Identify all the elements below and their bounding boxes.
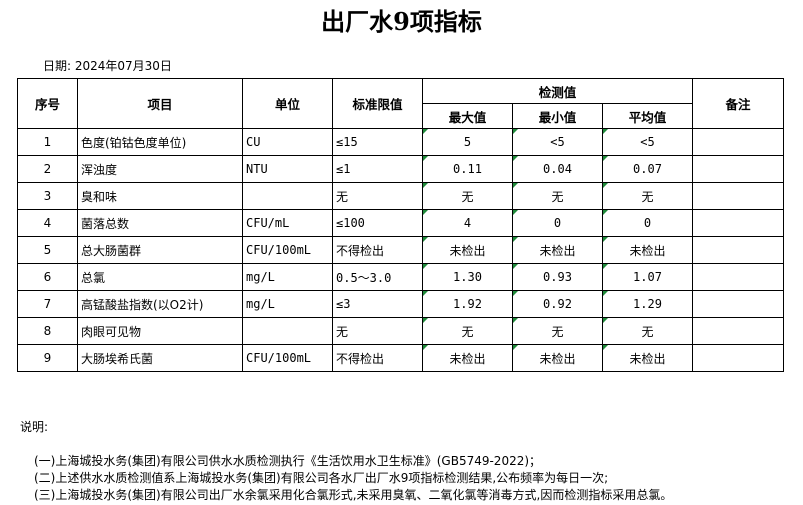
cell-min: <5 <box>512 128 603 156</box>
cell-avg: 未检出 <box>602 236 693 264</box>
cell-avg: 0 <box>602 209 693 237</box>
cell-avg: 1.07 <box>602 263 693 291</box>
page-title: 出厂水9项指标 <box>321 7 482 36</box>
cell-item: 臭和味 <box>77 182 243 210</box>
header-unit: 单位 <box>242 78 333 129</box>
cell-min: 0.93 <box>512 263 603 291</box>
cell-limit: 不得检出 <box>332 344 423 372</box>
cell-no: 5 <box>17 236 78 264</box>
cell-no: 1 <box>17 128 78 156</box>
table-row: 3 臭和味无无无无 <box>17 182 784 210</box>
cell-remark <box>692 317 784 345</box>
cell-remark <box>692 344 784 372</box>
report-date: 日期: 2024年07月30日 <box>43 59 172 73</box>
cell-max: 无 <box>422 317 513 345</box>
header-remark: 备注 <box>692 78 784 129</box>
cell-unit <box>242 317 333 345</box>
table-row: 7 高锰酸盐指数(以O2计) mg/L ≤3 1.92 0.92 1.29 <box>17 290 784 318</box>
cell-remark <box>692 209 784 237</box>
cell-avg: <5 <box>602 128 693 156</box>
header-min: 最小值 <box>512 103 603 129</box>
header-item: 项目 <box>77 78 243 129</box>
cell-min: 未检出 <box>512 236 603 264</box>
cell-max: 5 <box>422 128 513 156</box>
table-row: 6 总氯 mg/L 0.5～3.0 1.30 0.93 1.07 <box>17 263 784 291</box>
cell-item: 总大肠菌群 <box>77 236 243 264</box>
notes-label: 说明: <box>20 420 49 434</box>
cell-unit: NTU <box>242 155 333 183</box>
cell-min: 未检出 <box>512 344 603 372</box>
cell-avg: 无 <box>602 317 693 345</box>
header-no: 序号 <box>17 78 78 129</box>
table-row: 5 总大肠菌群 CFU/100mL 不得检出 未检出 未检出 未检出 <box>17 236 784 264</box>
cell-unit: mg/L <box>242 263 333 291</box>
cell-item: 高锰酸盐指数(以O2计) <box>77 290 243 318</box>
cell-avg: 无 <box>602 182 693 210</box>
cell-max: 1.92 <box>422 290 513 318</box>
cell-unit: CU <box>242 128 333 156</box>
cell-limit: 0.5～3.0 <box>332 263 423 291</box>
cell-remark <box>692 128 784 156</box>
cell-no: 3 <box>17 182 78 210</box>
note-line: (一)上海城投水务(集团)有限公司供水水质检测执行《生活饮用水卫生标准》(GB5… <box>34 454 542 468</box>
cell-no: 6 <box>17 263 78 291</box>
cell-min: 无 <box>512 317 603 345</box>
table-row: 2 浑浊度 NTU ≤1 0.11 0.04 0.07 <box>17 155 784 183</box>
cell-avg: 0.07 <box>602 155 693 183</box>
cell-max: 4 <box>422 209 513 237</box>
header-max: 最大值 <box>422 103 513 129</box>
cell-no: 4 <box>17 209 78 237</box>
cell-max: 未检出 <box>422 344 513 372</box>
cell-limit: 无 <box>332 317 423 345</box>
cell-unit: CFU/mL <box>242 209 333 237</box>
cell-unit: CFU/100mL <box>242 236 333 264</box>
cell-item: 肉眼可见物 <box>77 317 243 345</box>
cell-no: 2 <box>17 155 78 183</box>
cell-max: 0.11 <box>422 155 513 183</box>
notes: 说明: (一)上海城投水务(集团)有限公司供水水质检测执行《生活饮用水卫生标准》… <box>20 419 672 504</box>
table-row: 1 色度(铂钴色度单位) CU ≤15 5 <5 <5 <box>17 128 784 156</box>
water-quality-table: 序号 项目 单位 标准限值 检测值 备注 最大值 最小值 平均值 1 色度(铂钴色… <box>17 78 784 372</box>
cell-no: 7 <box>17 290 78 318</box>
cell-remark <box>692 236 784 264</box>
note-line: (二)上述供水水质检测值系上海城投水务(集团)有限公司各水厂出厂水9项指标检测结… <box>34 471 609 485</box>
cell-max: 未检出 <box>422 236 513 264</box>
cell-min: 0.92 <box>512 290 603 318</box>
table-row: 9 大肠埃希氏菌 CFU/100mL 不得检出 未检出 未检出 未检出 <box>17 344 784 372</box>
cell-avg: 1.29 <box>602 290 693 318</box>
table-row: 8 肉眼可见物无无无无 <box>17 317 784 345</box>
cell-no: 8 <box>17 317 78 345</box>
cell-no: 9 <box>17 344 78 372</box>
cell-max: 无 <box>422 182 513 210</box>
cell-remark <box>692 155 784 183</box>
cell-limit: 无 <box>332 182 423 210</box>
cell-item: 总氯 <box>77 263 243 291</box>
cell-remark <box>692 263 784 291</box>
table-row: 4 菌落总数 CFU/mL ≤100 4 0 0 <box>17 209 784 237</box>
cell-min: 无 <box>512 182 603 210</box>
cell-min: 0 <box>512 209 603 237</box>
cell-avg: 未检出 <box>602 344 693 372</box>
cell-unit <box>242 182 333 210</box>
cell-unit: mg/L <box>242 290 333 318</box>
cell-item: 色度(铂钴色度单位) <box>77 128 243 156</box>
cell-limit: 不得检出 <box>332 236 423 264</box>
cell-remark <box>692 290 784 318</box>
cell-limit: ≤15 <box>332 128 423 156</box>
cell-unit: CFU/100mL <box>242 344 333 372</box>
header-avg: 平均值 <box>602 103 693 129</box>
header-measured: 检测值 <box>422 78 693 104</box>
note-line: (三)上海城投水务(集团)有限公司出厂水余氯采用化合氯形式,未采用臭氧、二氧化氯… <box>34 488 673 502</box>
cell-remark <box>692 182 784 210</box>
cell-item: 浑浊度 <box>77 155 243 183</box>
cell-item: 菌落总数 <box>77 209 243 237</box>
cell-min: 0.04 <box>512 155 603 183</box>
cell-limit: ≤100 <box>332 209 423 237</box>
header-limit: 标准限值 <box>332 78 423 129</box>
cell-item: 大肠埃希氏菌 <box>77 344 243 372</box>
cell-limit: ≤3 <box>332 290 423 318</box>
cell-limit: ≤1 <box>332 155 423 183</box>
cell-max: 1.30 <box>422 263 513 291</box>
